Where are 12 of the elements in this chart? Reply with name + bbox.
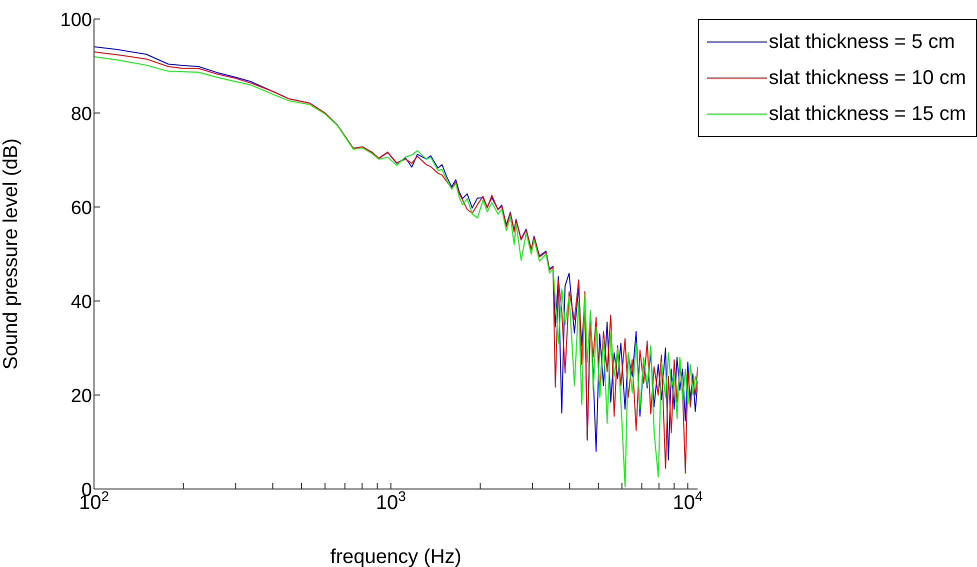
y-tick-label: 20 [70, 386, 92, 407]
y-tick-label: 80 [70, 104, 92, 125]
y-tick-label: 60 [70, 198, 92, 219]
x-tick-label: 10$^{4}$ [672, 488, 703, 514]
y-tick-label: 100 [60, 10, 92, 31]
x-tick-label: 10$^{3}$ [376, 488, 406, 514]
legend-label: slat thickness = 10 cm [768, 66, 966, 90]
y-axis-title: Sound pressure level (dB) [0, 138, 22, 370]
x-axis-title: frequency (Hz) [330, 546, 462, 567]
y-tick-label: 40 [70, 292, 92, 313]
legend-label: slat thickness = 5 cm [768, 30, 955, 54]
legend-label: slat thickness = 15 cm [768, 102, 966, 126]
